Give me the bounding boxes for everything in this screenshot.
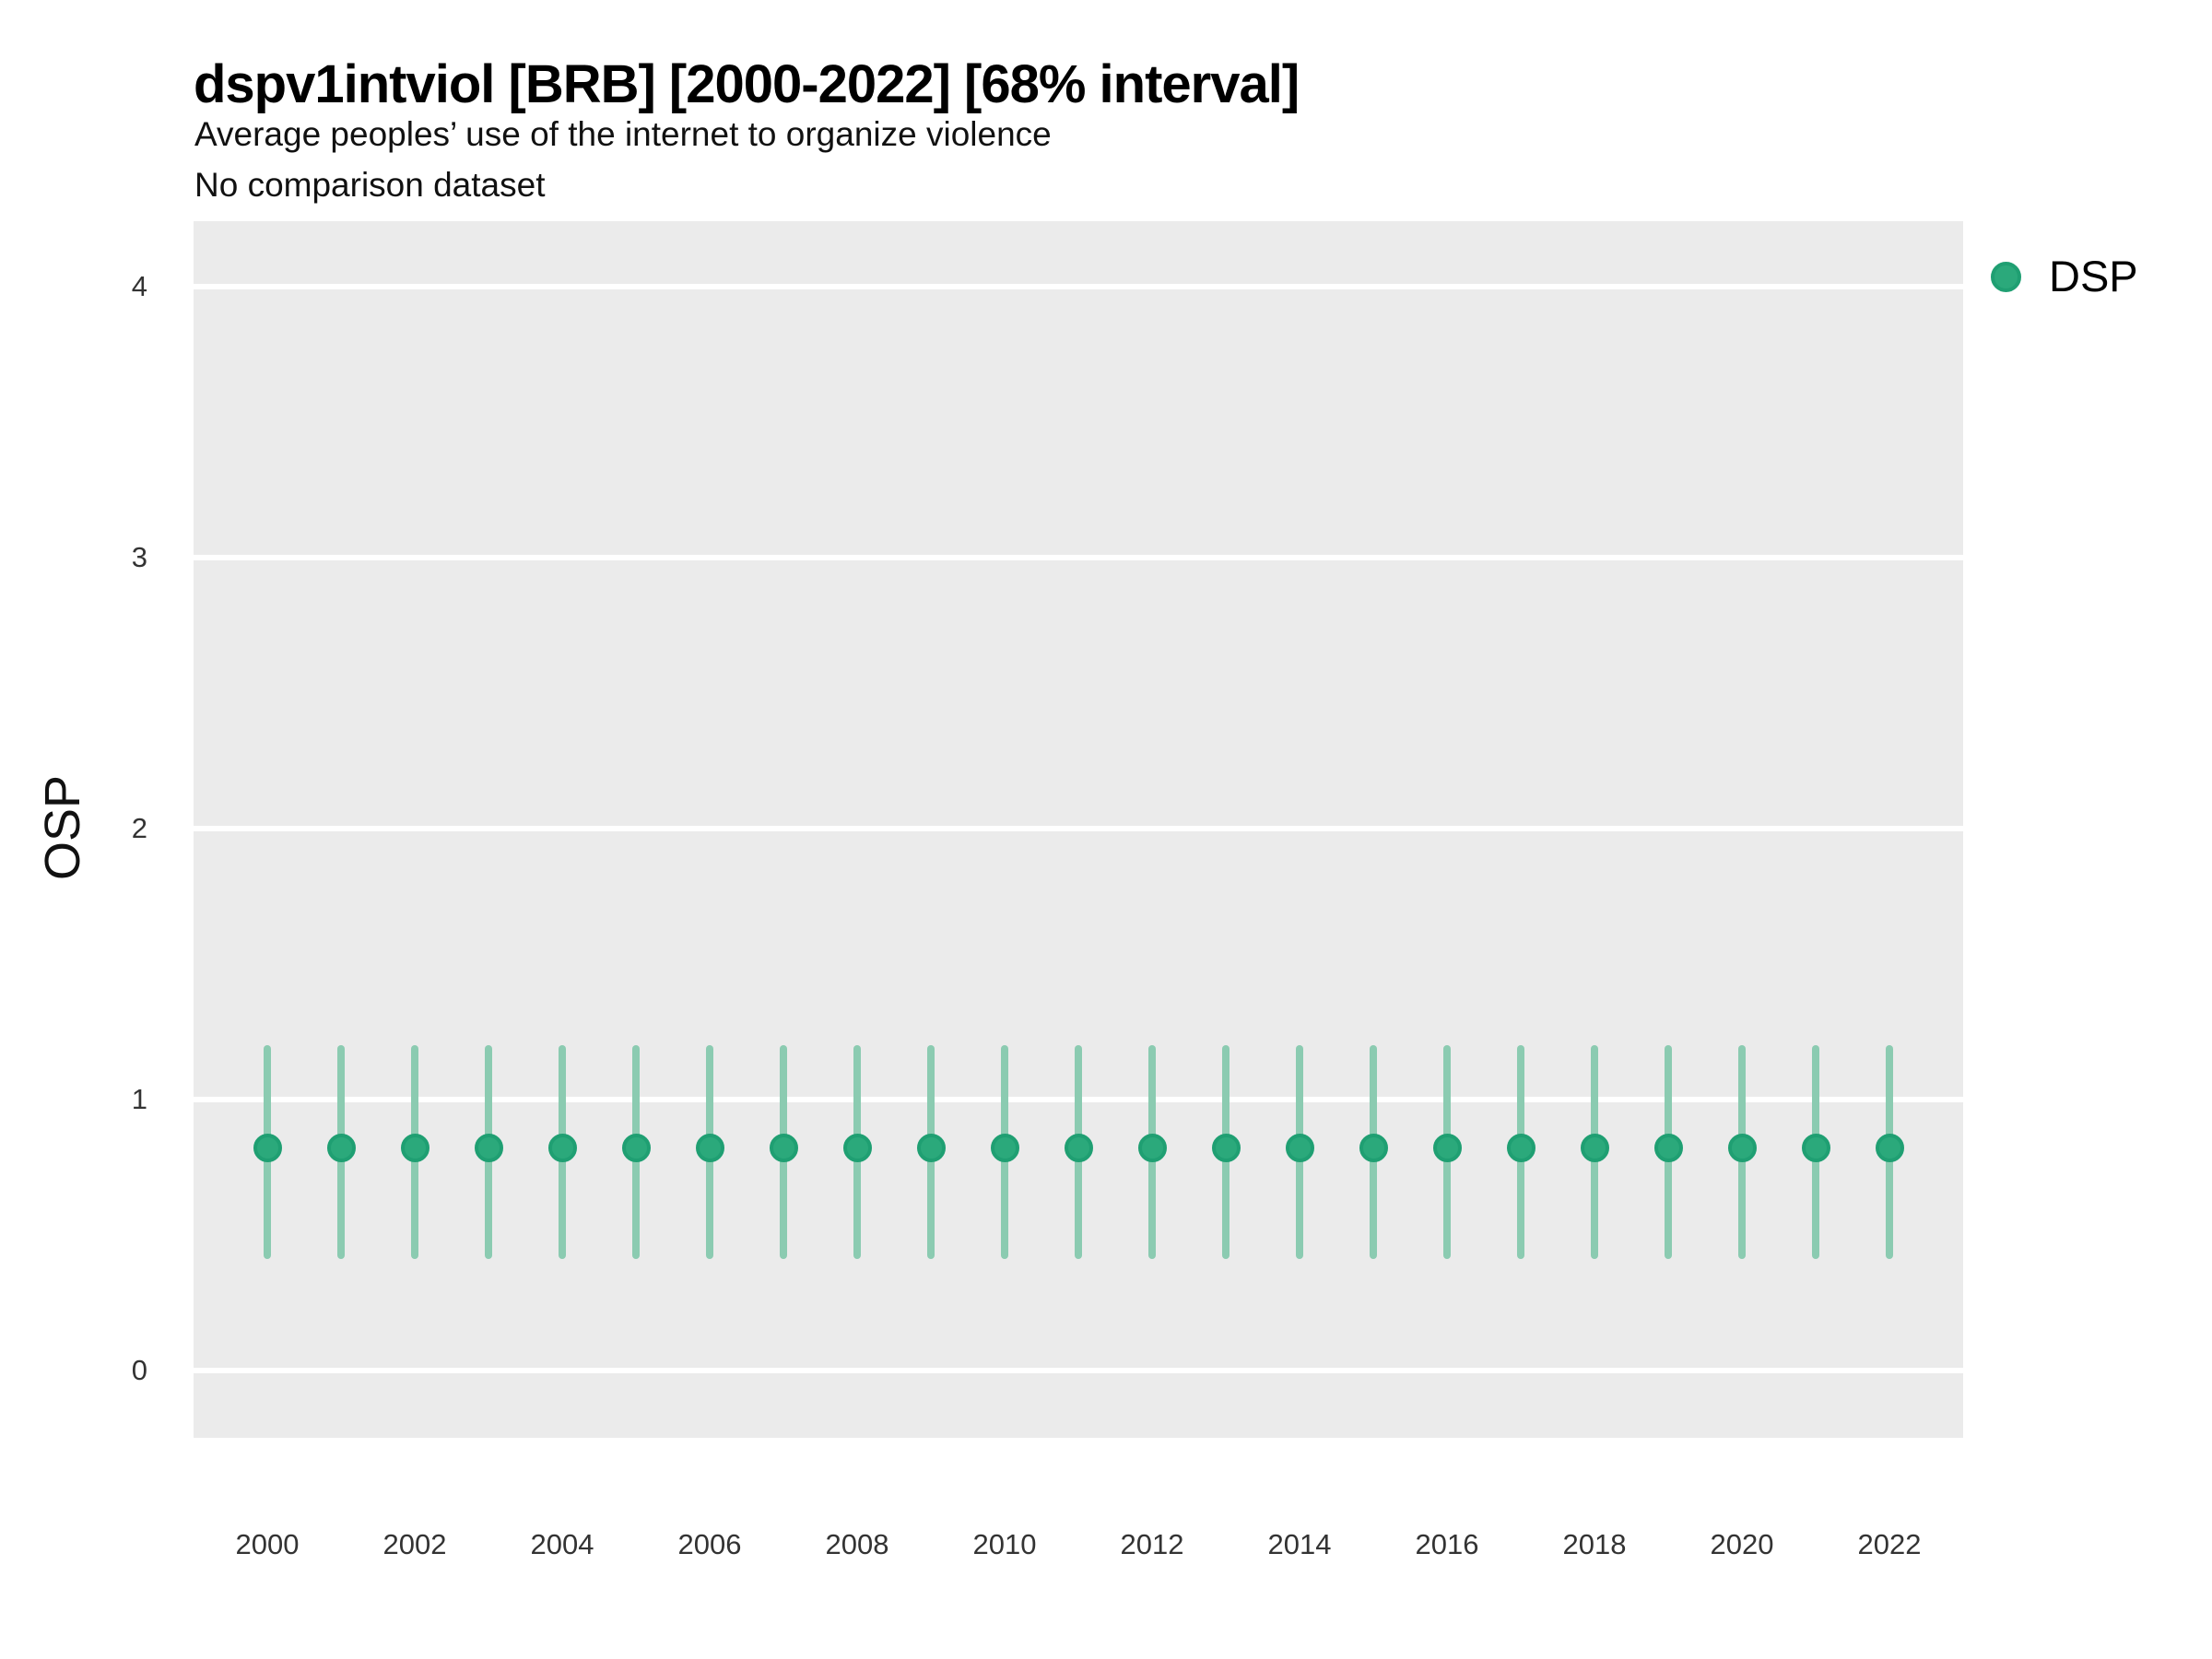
data-point	[1211, 1134, 1241, 1163]
x-tick-label: 2012	[1120, 1528, 1184, 1560]
x-tick-label: 2014	[1267, 1528, 1332, 1560]
data-point	[400, 1134, 429, 1163]
chart-note: No comparison dataset	[194, 166, 546, 204]
data-point	[695, 1134, 724, 1163]
x-tick-label: 2010	[972, 1528, 1037, 1560]
data-point	[916, 1134, 946, 1163]
data-point	[769, 1134, 798, 1163]
data-point	[1653, 1134, 1683, 1163]
data-point	[1359, 1134, 1388, 1163]
x-tick-label: 2016	[1415, 1528, 1479, 1560]
plot-panel	[194, 221, 1963, 1438]
data-point	[1506, 1134, 1535, 1163]
data-point	[547, 1134, 577, 1163]
gridline	[194, 1368, 1963, 1373]
data-point	[1285, 1134, 1314, 1163]
y-tick-label: 4	[131, 270, 147, 302]
data-point	[621, 1134, 651, 1163]
y-tick-label: 3	[131, 541, 147, 573]
y-tick-label: 1	[131, 1083, 147, 1115]
gridline	[194, 284, 1963, 289]
data-point	[1801, 1134, 1830, 1163]
x-tick-label: 2008	[825, 1528, 889, 1560]
gridline	[194, 555, 1963, 560]
x-tick-label: 2022	[1857, 1528, 1922, 1560]
data-point	[990, 1134, 1019, 1163]
data-point	[253, 1134, 282, 1163]
data-point	[474, 1134, 503, 1163]
gridline	[194, 826, 1963, 831]
data-point	[842, 1134, 872, 1163]
y-tick-label: 0	[131, 1354, 147, 1386]
x-tick-label: 2006	[677, 1528, 742, 1560]
data-point	[1137, 1134, 1167, 1163]
data-point	[1875, 1134, 1904, 1163]
chart-subtitle: Average peoples’ use of the internet to …	[194, 115, 1052, 153]
data-point	[1432, 1134, 1462, 1163]
data-point	[1064, 1134, 1093, 1163]
x-tick-label: 2018	[1562, 1528, 1627, 1560]
legend-dsp-label: DSP	[2049, 252, 2138, 300]
x-tick-label: 2020	[1710, 1528, 1774, 1560]
chart-title: dspv1intviol [BRB] [2000-2022] [68% inte…	[194, 54, 1300, 114]
y-tick-label: 2	[131, 812, 147, 844]
x-tick-label: 2002	[382, 1528, 447, 1560]
data-point	[326, 1134, 356, 1163]
data-point	[1727, 1134, 1757, 1163]
x-tick-label: 2000	[235, 1528, 300, 1560]
legend: DSP	[1991, 251, 2138, 302]
data-point	[1580, 1134, 1609, 1163]
x-tick-label: 2004	[530, 1528, 594, 1560]
legend-dsp-circle-icon	[1991, 261, 2021, 292]
